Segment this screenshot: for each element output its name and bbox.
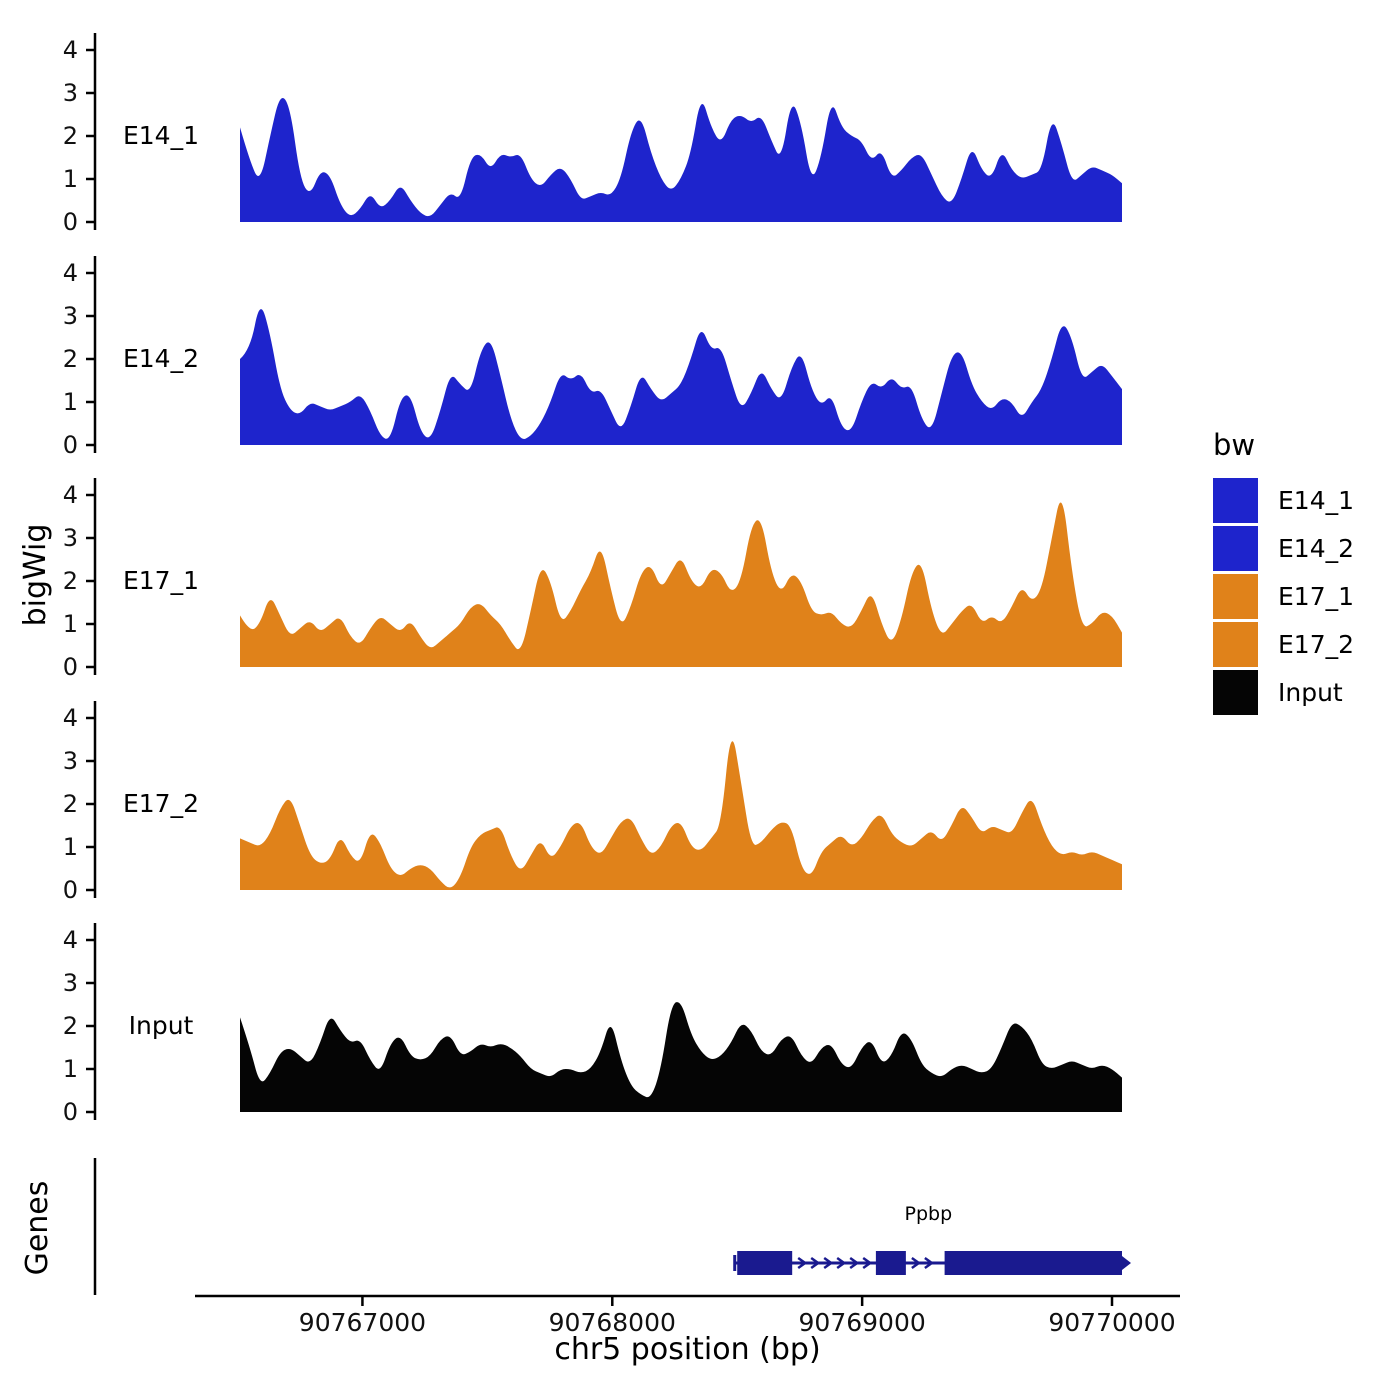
y-tick-label: 2 [63,122,78,150]
legend-label-e14-1: E14_1 [1278,486,1355,515]
track-area-e14_2 [240,309,1122,445]
track-area-e14_1 [240,97,1122,222]
track-label-e17-2: E17_2 [122,789,199,818]
strand-arrow [836,1256,847,1270]
y-tick-label: 0 [63,431,78,459]
y-tick-label: 3 [63,747,78,775]
y-tick-label: 4 [63,704,78,732]
track-panel-input: 0 1 2 3 4 [63,923,1122,1126]
gene-name-label: Ppbp [905,1203,953,1225]
gene-exon [944,1251,1122,1275]
y-tick-label: 2 [63,790,78,818]
legend-label-e14-2: E14_2 [1278,534,1355,563]
track-area-input [240,1002,1122,1112]
gene-exon [875,1251,906,1275]
x-tick-label: 90769000 [799,1308,926,1337]
y-tick-label: 4 [63,259,78,287]
y-tick-label: 1 [63,833,78,861]
y-tick-label: 1 [63,165,78,193]
legend-item-e14-2: E14_2 [1213,526,1354,571]
track-label-input: Input [128,1011,194,1040]
legend-swatch-input [1213,670,1258,715]
y-tick-label: 2 [63,567,78,595]
y-tick-label: 3 [63,79,78,107]
x-tick-label: 90770000 [1048,1308,1175,1337]
x-axis-title: chr5 position (bp) [554,1332,821,1367]
y-tick-label: 0 [63,208,78,236]
track-panel-e17-2: 0 1 2 3 4 [63,701,1122,904]
gene-exon [737,1251,793,1275]
x-tick-label: 90768000 [549,1308,676,1337]
y-tick-label: 0 [63,1098,78,1126]
track-panel-e14-2: 0 1 2 3 4 [63,256,1122,459]
legend-swatch-e17-2 [1213,622,1258,667]
y-tick-label: 3 [63,524,78,552]
y-tick-label: 4 [63,926,78,954]
y-tick-label: 0 [63,876,78,904]
legend-label-e17-1: E17_1 [1278,582,1355,611]
x-axis: 90767000 90768000 90769000 90770000 [195,1294,1180,1337]
track-panel-e17-1: 0 1 2 3 4 [63,478,1122,681]
gene-end-arrow [1122,1256,1131,1270]
legend-swatch-e14-2 [1213,526,1258,571]
track-panel-e14-1: 0 1 2 3 4 [63,33,1122,236]
legend-swatch-e17-1 [1213,574,1258,619]
legend-item-e14-1: E14_1 [1213,478,1354,523]
y-tick-label: 2 [63,345,78,373]
y-tick-label: 1 [63,388,78,416]
legend-title: bw [1213,428,1256,462]
legend-item-e17-1: E17_1 [1213,574,1354,619]
track-label-e17-1: E17_1 [122,566,199,595]
genes-panel: Ppbp [93,1158,1131,1295]
legend-item-input: Input [1213,670,1354,715]
y-tick-label: 3 [63,302,78,330]
strand-arrow [911,1256,922,1270]
strand-arrow [823,1256,834,1270]
track-label-e14-1: E14_1 [122,121,199,150]
y-tick-label: 1 [63,1055,78,1083]
track-area-e17_2 [240,741,1122,890]
y-tick-label: 1 [63,610,78,638]
track-area-e17_1 [240,502,1122,667]
legend-swatch-e14-1 [1213,478,1258,523]
x-tick-label: 90767000 [299,1308,426,1337]
y-tick-label: 2 [63,1012,78,1040]
y-tick-label: 4 [63,481,78,509]
legend-item-e17-2: E17_2 [1213,622,1354,667]
y-tick-label: 4 [63,36,78,64]
track-label-e14-2: E14_2 [122,344,199,373]
strand-arrow [797,1256,808,1270]
strand-arrow [924,1256,935,1270]
strand-arrow [810,1256,821,1270]
y-tick-label: 3 [63,969,78,997]
legend-label-input: Input [1278,678,1343,707]
strand-arrow [849,1256,860,1270]
strand-arrow [862,1256,873,1270]
legend-label-e17-2: E17_2 [1278,630,1355,659]
y-tick-label: 0 [63,653,78,681]
legend: bw E14_1 E14_2 E17_1 E17_2 Input [1213,428,1354,718]
